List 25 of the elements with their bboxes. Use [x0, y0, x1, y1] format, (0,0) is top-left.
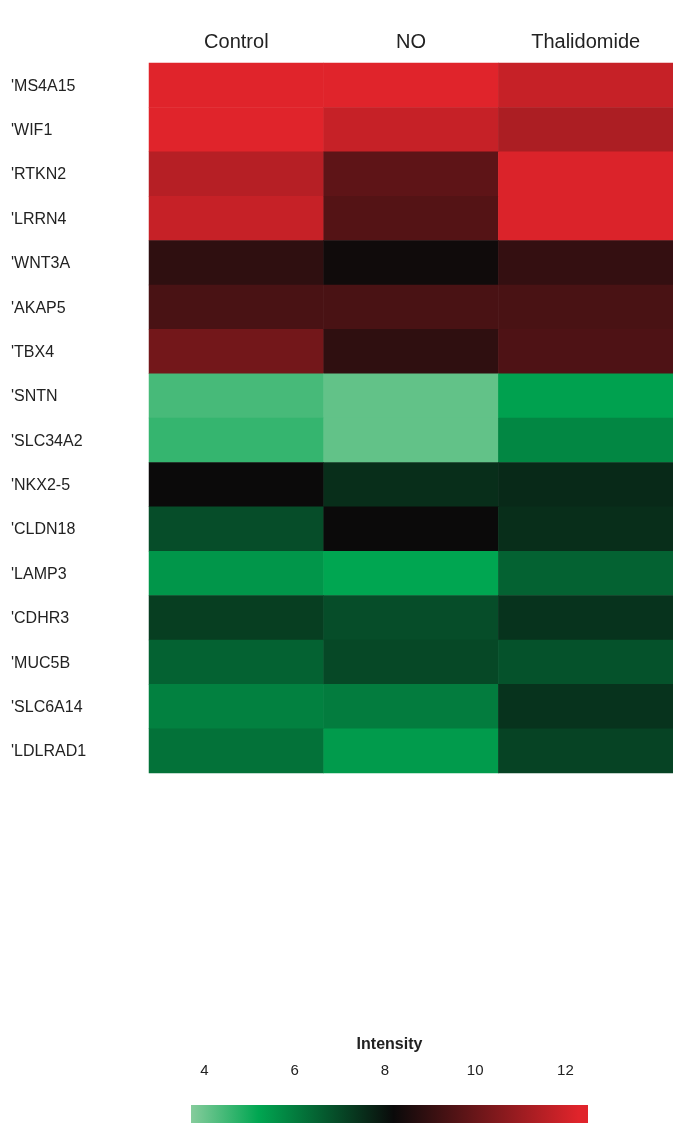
y-tick-label: 'LDLRAD1: [11, 742, 87, 760]
color-bar-label: 4: [200, 1061, 209, 1078]
y-tick-label: 'LAMP3: [11, 564, 67, 582]
y-tick-label: 'WNT3A: [11, 254, 71, 272]
color-bar-label: 8: [380, 1061, 390, 1078]
y-tick-label: 'SLC34A2: [11, 431, 83, 449]
y-tick-label: 'NKX2-5: [11, 476, 71, 494]
color-bar-title: Intensity: [356, 1034, 423, 1052]
y-tick-label: 'WIF1: [11, 121, 53, 139]
color-bar-label: 6: [290, 1061, 299, 1078]
x-tick-label: NO: [396, 30, 426, 52]
y-tick-label: 'SLC6A14: [11, 697, 83, 715]
y-tick-label: 'MUC5B: [11, 653, 71, 671]
y-tick-label: 'CLDN18: [11, 520, 76, 538]
y-tick-label: 'AKAP5: [11, 298, 66, 316]
x-tick-label: Thalidomide: [531, 30, 641, 52]
y-tick-label: 'TBX4: [11, 342, 55, 360]
y-tick-label: 'CDHR3: [11, 609, 70, 627]
color-bar-label: 10: [466, 1061, 484, 1078]
x-tick-label: Control: [204, 30, 269, 52]
y-tick-label: 'SNTN: [11, 387, 58, 405]
y-tick-label: 'MS4A15: [11, 76, 76, 94]
y-tick-label: 'RTKN2: [11, 165, 67, 183]
y-tick-label: 'LRRN4: [11, 209, 67, 227]
color-bar-label: 12: [557, 1061, 574, 1078]
